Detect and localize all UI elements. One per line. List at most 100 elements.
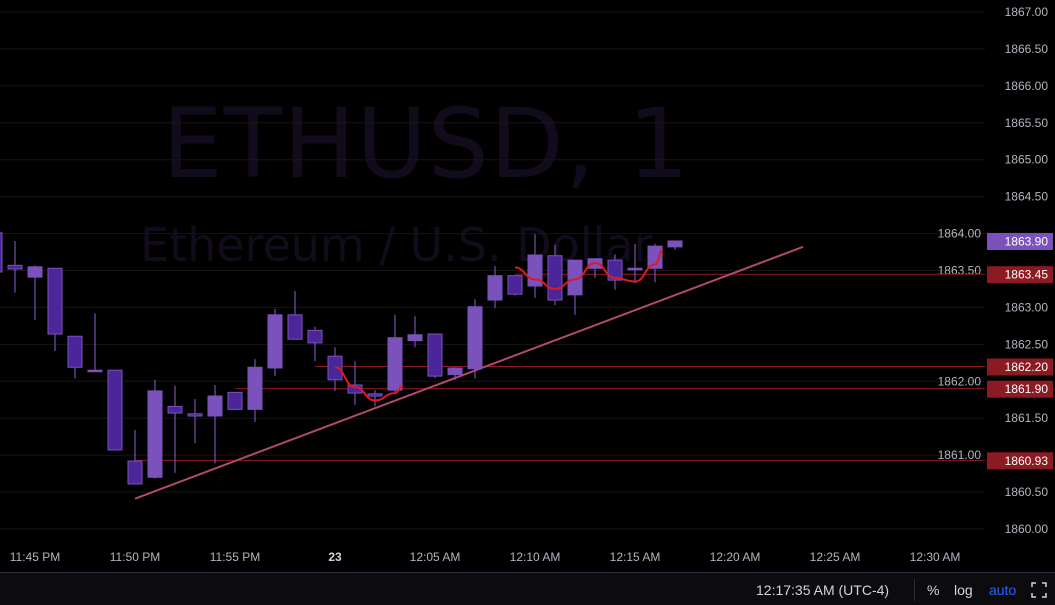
candle-body: [547, 255, 563, 301]
candle-body: [187, 413, 203, 417]
candle-body: [67, 335, 83, 368]
candlestick-chart[interactable]: 1867.00 1866.50 1866.00 1865.50 1865.00 1864.…: [0, 0, 1055, 572]
candle: [7, 240, 23, 293]
candle: [87, 313, 103, 373]
candle: [567, 259, 583, 315]
price-tick-label: 1866.00: [1005, 79, 1049, 93]
trendline: [134, 245, 804, 500]
candle-body: [47, 267, 63, 335]
candle-body: [407, 334, 423, 342]
time-tick-label: 12:05 AM: [410, 550, 461, 564]
candle: [0, 232, 3, 273]
candle: [487, 266, 503, 309]
drawn-curve: [514, 248, 664, 290]
time-tick-label: 11:50 PM: [110, 550, 160, 564]
candle-body: [227, 391, 243, 410]
price-tick-label: 1863.50: [938, 264, 982, 278]
fullscreen-icon[interactable]: [1031, 582, 1047, 598]
candle: [187, 399, 203, 444]
price-label-bg: [987, 358, 1053, 376]
candle-body: [307, 329, 323, 344]
price-tick-label: 1861.00: [938, 448, 982, 462]
candle-body: [667, 240, 683, 248]
watermark-symbol: ETHUSD, 1: [162, 88, 690, 200]
time-tick-label: 12:20 AM: [710, 550, 761, 564]
price-tick-label: 1863.00: [1005, 300, 1049, 314]
candle-body: [367, 393, 383, 397]
candle-body: [647, 245, 663, 269]
candle: [667, 240, 683, 250]
time-tick-label: 23: [328, 550, 342, 564]
price-label-bg: [987, 232, 1053, 250]
price-tick-label: 1864.50: [1005, 190, 1049, 204]
candle: [527, 234, 543, 298]
candle: [267, 308, 283, 377]
candle: [467, 299, 483, 379]
candle: [47, 267, 63, 352]
candle: [307, 326, 323, 362]
candle-body: [387, 337, 403, 391]
price-tick-label: 1864.00: [938, 227, 982, 241]
candle: [207, 384, 223, 464]
price-label-text: 1863.90: [1005, 234, 1049, 248]
candle-body: [607, 259, 623, 281]
candle-body: [247, 366, 263, 410]
candle: [287, 291, 303, 340]
time-tick-label: 12:10 AM: [510, 550, 561, 564]
price-tick-label: 1866.50: [1005, 42, 1049, 56]
candle-body: [507, 275, 523, 295]
candle-body: [447, 367, 463, 376]
candle-body: [147, 390, 163, 478]
time-tick-label: 12:25 AM: [810, 550, 861, 564]
candle: [647, 243, 663, 283]
clock-readout: 12:17:35 AM (UTC-4): [756, 582, 890, 598]
candle-body: [127, 460, 143, 485]
price-label-bg: [987, 266, 1053, 284]
price-label-bg: [987, 452, 1053, 470]
auto-toggle[interactable]: auto: [989, 582, 1017, 598]
candle-body: [487, 275, 503, 301]
price-tick-label: 1861.50: [1005, 411, 1049, 425]
price-label-box: 1863.90: [987, 232, 1053, 250]
candle: [407, 316, 423, 348]
candle: [367, 390, 383, 407]
price-label-box: 1862.20: [987, 358, 1053, 376]
candle: [547, 244, 563, 306]
candle-body: [27, 266, 43, 278]
time-tick-label: 11:45 PM: [10, 550, 60, 564]
price-tick-label: 1865.00: [1005, 153, 1049, 167]
candle: [627, 243, 643, 284]
candle-body: [627, 267, 643, 271]
candle: [387, 314, 403, 393]
candle-body: [167, 405, 183, 414]
price-tick-label: 1862.50: [1005, 337, 1049, 351]
candle: [607, 254, 623, 290]
candle: [127, 430, 143, 485]
candle: [147, 379, 163, 479]
price-label-text: 1861.90: [1005, 382, 1049, 396]
candle: [167, 385, 183, 473]
watermark-description: Ethereum / U.S. Dollar: [140, 218, 653, 272]
status-bar: 12:17:35 AM (UTC-4) % log auto: [0, 572, 1055, 605]
time-tick-label: 11:55 PM: [210, 550, 260, 564]
drawn-curve: [334, 366, 404, 402]
candle: [447, 367, 463, 380]
price-tick-label: 1867.00: [1005, 5, 1049, 19]
candle: [507, 275, 523, 296]
time-tick-label: 12:30 AM: [910, 550, 961, 564]
candle: [587, 258, 603, 278]
log-toggle[interactable]: log: [954, 582, 973, 598]
candle: [27, 265, 43, 320]
percent-toggle[interactable]: %: [927, 582, 940, 598]
price-label-box: 1860.93: [987, 452, 1053, 470]
candle-body: [87, 369, 103, 373]
candle-body: [567, 259, 583, 296]
candle-body: [0, 232, 3, 273]
price-tick-label: 1865.50: [1005, 116, 1049, 130]
candle: [227, 391, 243, 411]
price-label-box: 1863.45: [987, 266, 1053, 284]
candle: [347, 361, 363, 405]
price-label-text: 1863.45: [1005, 268, 1049, 282]
divider: [914, 579, 915, 601]
candle: [427, 333, 443, 379]
